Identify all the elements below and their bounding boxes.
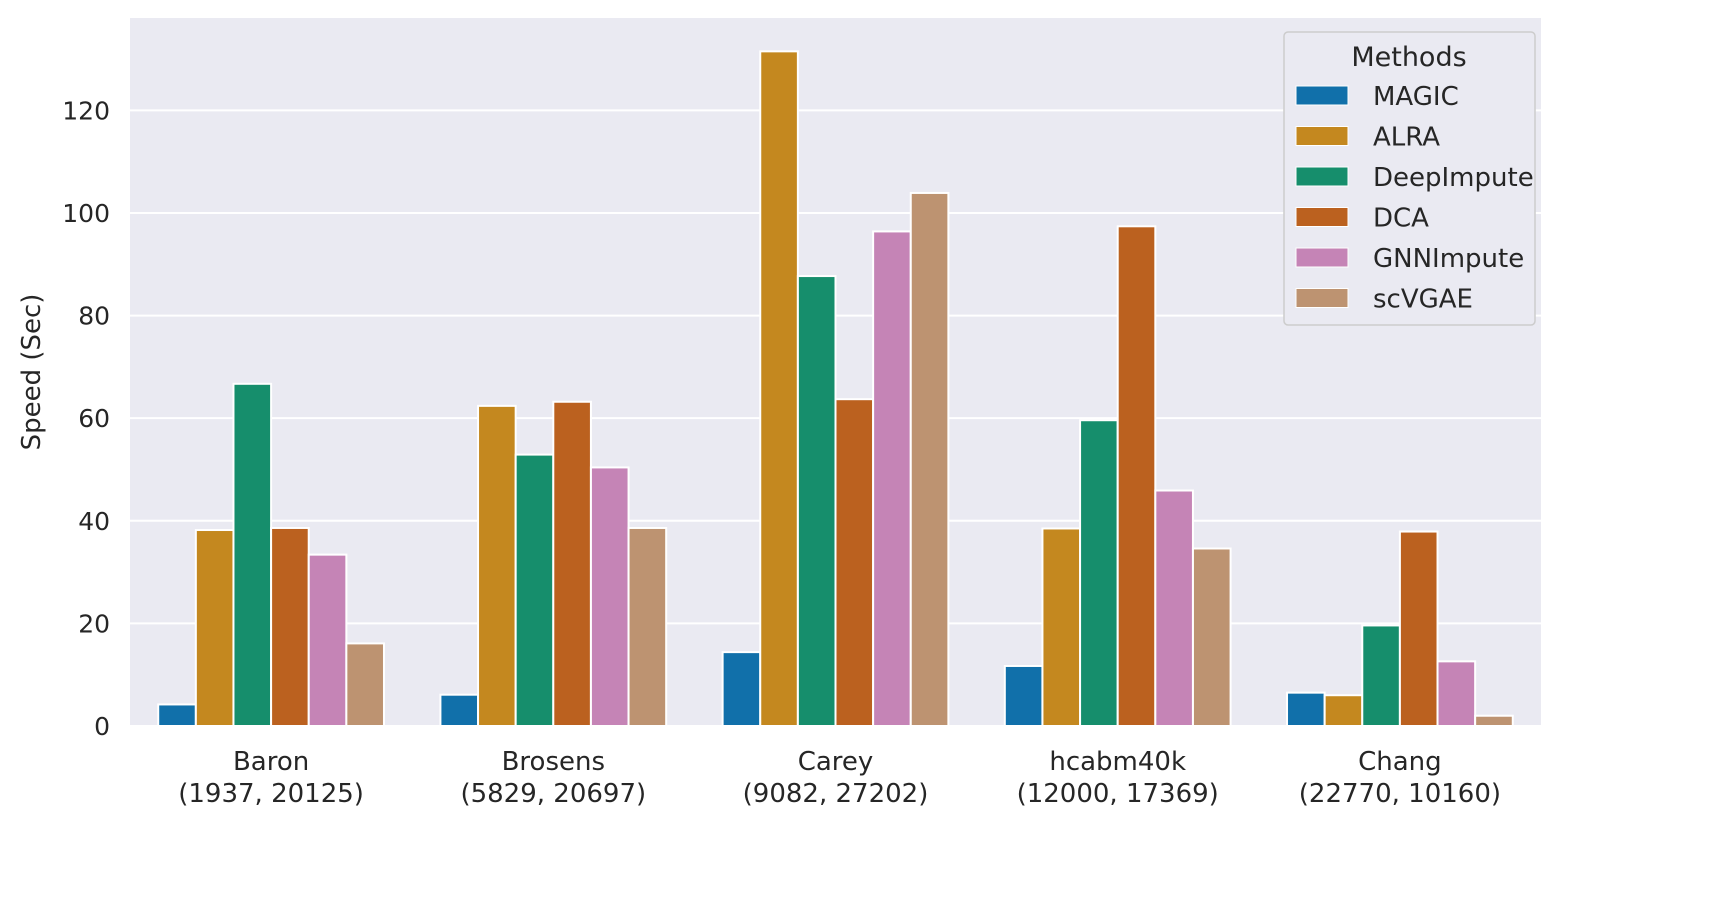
bar-dca-carey bbox=[834, 398, 875, 727]
x-tick-sublabel: (1937, 20125) bbox=[178, 779, 364, 809]
bar-deepimpute-hcabm40k bbox=[1079, 419, 1119, 727]
y-tick-label: 120 bbox=[62, 96, 110, 125]
bars bbox=[157, 50, 1514, 728]
bar-gnnimpute-carey bbox=[872, 230, 912, 727]
bar-scvgae-hcabm40k bbox=[1191, 547, 1232, 727]
legend-label-alra: ALRA bbox=[1373, 123, 1440, 153]
legend-swatch-alra bbox=[1295, 126, 1349, 146]
legend-swatch-scvgae bbox=[1295, 288, 1349, 308]
bar-dca-baron bbox=[270, 526, 310, 727]
bar-gnnimpute-hcabm40k bbox=[1154, 489, 1194, 727]
bar-gnnimpute-chang bbox=[1436, 660, 1477, 727]
y-tick-label: 100 bbox=[62, 199, 110, 228]
x-tick-label: hcabm40k bbox=[1049, 747, 1186, 777]
legend-label-magic: MAGIC bbox=[1373, 82, 1459, 112]
bar-magic-carey bbox=[721, 651, 762, 728]
bar-gnnimpute-brosens bbox=[589, 466, 630, 727]
legend: Methods MAGIC ALRA DeepImpute DCA GNNImpute s… bbox=[1283, 31, 1536, 326]
bar-gnnimpute-baron bbox=[307, 553, 348, 728]
x-tick-sublabel: (5829, 20697) bbox=[460, 779, 646, 809]
bar-magic-hcabm40k bbox=[1003, 664, 1044, 728]
bar-scvgae-baron bbox=[345, 642, 385, 728]
y-tick-label: 20 bbox=[78, 609, 110, 638]
bar-deepimpute-brosens bbox=[514, 453, 555, 727]
y-axis-label: Speed (Sec) bbox=[17, 294, 47, 451]
legend-swatch-gnnimpute bbox=[1295, 247, 1349, 268]
legend-title: Methods bbox=[1351, 42, 1466, 73]
y-axis-ticks: 0 20 40 60 80 100 120 bbox=[62, 96, 110, 741]
y-tick-label: 80 bbox=[78, 302, 110, 331]
y-tick-label: 40 bbox=[78, 507, 110, 536]
legend-swatch-dca bbox=[1295, 207, 1349, 227]
bar-dca-chang bbox=[1398, 530, 1439, 727]
bar-dca-brosens bbox=[552, 400, 592, 727]
legend-label-scvgae: scVGAE bbox=[1373, 285, 1473, 315]
bar-alra-hcabm40k bbox=[1041, 527, 1082, 728]
x-tick-label: Brosens bbox=[502, 747, 605, 777]
legend-label-deepimpute: DeepImpute bbox=[1373, 163, 1534, 193]
bar-dca-hcabm40k bbox=[1116, 225, 1157, 727]
x-tick-label: Baron bbox=[233, 747, 309, 777]
bar-alra-chang bbox=[1323, 694, 1364, 728]
bar-scvgae-carey bbox=[909, 191, 950, 728]
y-tick-label: 0 bbox=[94, 712, 110, 741]
bar-deepimpute-carey bbox=[796, 275, 837, 727]
x-axis-ticks: Baron(1937, 20125) Brosens(5829, 20697) Ca… bbox=[178, 747, 1501, 809]
bar-deepimpute-baron bbox=[232, 382, 273, 727]
bar-deepimpute-chang bbox=[1361, 624, 1401, 727]
x-tick-sublabel: (22770, 10160) bbox=[1299, 779, 1501, 809]
bar-magic-baron bbox=[157, 703, 197, 727]
legend-swatch-magic bbox=[1295, 85, 1349, 106]
legend-swatch-deepimpute bbox=[1295, 166, 1349, 187]
bar-alra-brosens bbox=[477, 404, 517, 727]
bar-alra-baron bbox=[194, 529, 235, 727]
x-tick-sublabel: (9082, 27202) bbox=[743, 779, 929, 809]
bar-magic-chang bbox=[1286, 691, 1326, 727]
bar-magic-brosens bbox=[439, 693, 480, 727]
y-tick-label: 60 bbox=[78, 404, 110, 433]
legend-label-gnnimpute: GNNImpute bbox=[1373, 244, 1524, 274]
bar-alra-carey bbox=[759, 50, 799, 727]
bar-scvgae-brosens bbox=[627, 526, 668, 727]
x-tick-sublabel: (12000, 17369) bbox=[1017, 779, 1219, 809]
legend-label-dca: DCA bbox=[1373, 204, 1429, 234]
bar-scvgae-chang bbox=[1474, 714, 1514, 728]
x-tick-label: Carey bbox=[798, 747, 874, 777]
x-tick-label: Chang bbox=[1358, 747, 1442, 777]
